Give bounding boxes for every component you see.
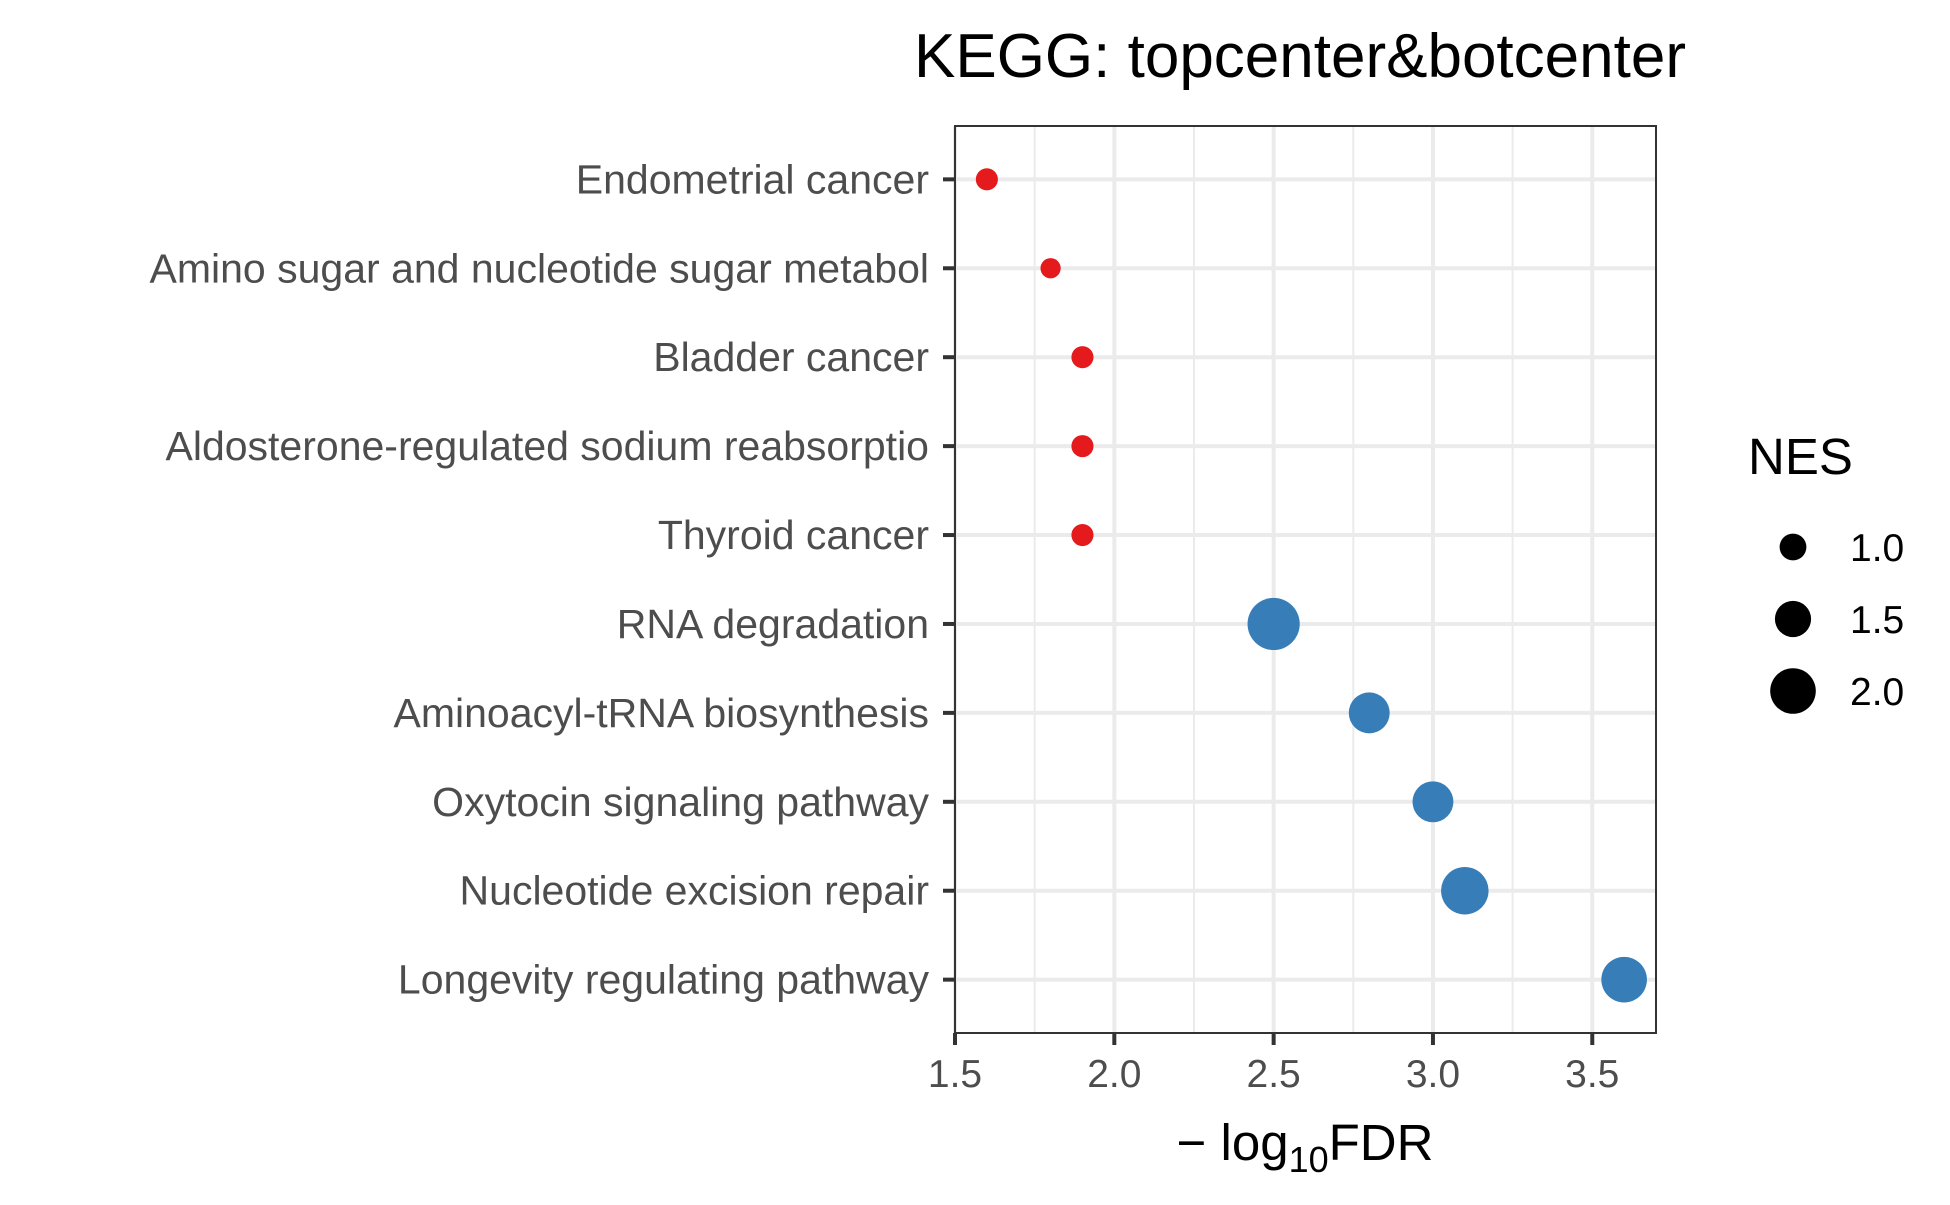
data-point	[1348, 692, 1390, 734]
grid-minor	[1033, 126, 1514, 1033]
legend-title: NES	[1748, 428, 1853, 485]
data-point	[1071, 435, 1094, 458]
legend-label: 1.0	[1850, 527, 1904, 570]
y-tick-label: Aldosterone-regulated sodium reabsorptio	[165, 423, 929, 469]
data-point	[1412, 781, 1454, 823]
plot-panel-border	[954, 125, 1657, 1034]
data-point	[1071, 523, 1094, 547]
data-point	[1601, 956, 1647, 1003]
x-axis-title-prefix: − log	[1177, 1114, 1289, 1171]
y-tick-label: Aminoacyl-tRNA biosynthesis	[394, 690, 929, 736]
y-tick-label: Nucleotide excision repair	[460, 868, 929, 914]
x-axis-title-suffix: FDR	[1329, 1114, 1434, 1171]
data-point	[1071, 346, 1094, 369]
legend-label: 2.0	[1850, 671, 1904, 714]
y-axis: Endometrial cancer Amino sugar and nucleo…	[150, 156, 955, 1003]
data-point	[1040, 258, 1061, 279]
x-axis: 1.5 2.0 2.5 3.0 3.5	[928, 1033, 1619, 1096]
x-tick-label: 2.5	[1247, 1053, 1301, 1096]
x-axis-title-subscript: 10	[1289, 1139, 1329, 1180]
size-legend: NES 1.0 1.5 2.0	[1748, 428, 1904, 714]
x-axis-title: − log10FDR	[1177, 1114, 1434, 1180]
data-point	[975, 168, 998, 191]
y-tick-label: Bladder cancer	[653, 334, 929, 380]
x-tick-label: 3.5	[1565, 1053, 1619, 1096]
legend-key	[1774, 600, 1812, 638]
x-tick-label: 3.0	[1406, 1053, 1460, 1096]
data-point	[1441, 866, 1489, 915]
y-tick-label: Endometrial cancer	[576, 156, 929, 202]
legend-key	[1779, 533, 1807, 561]
x-tick-label: 1.5	[928, 1053, 982, 1096]
y-tick-label: Thyroid cancer	[658, 512, 929, 558]
chart-title: KEGG: topcenter&botcenter	[914, 22, 1686, 91]
legend-entries: 1.0 1.5 2.0	[1770, 527, 1904, 714]
x-tick-label: 2.0	[1087, 1053, 1141, 1096]
data-point	[1247, 597, 1300, 651]
plot-panel	[955, 126, 1656, 1033]
legend-key	[1770, 668, 1816, 714]
y-tick-label: Oxytocin signaling pathway	[432, 779, 929, 825]
y-tick-label: RNA degradation	[617, 601, 929, 647]
y-tick-label: Amino sugar and nucleotide sugar metabol	[150, 245, 929, 291]
points-layer	[975, 168, 1647, 1003]
y-tick-label: Longevity regulating pathway	[398, 957, 930, 1003]
legend-label: 1.5	[1850, 599, 1904, 642]
